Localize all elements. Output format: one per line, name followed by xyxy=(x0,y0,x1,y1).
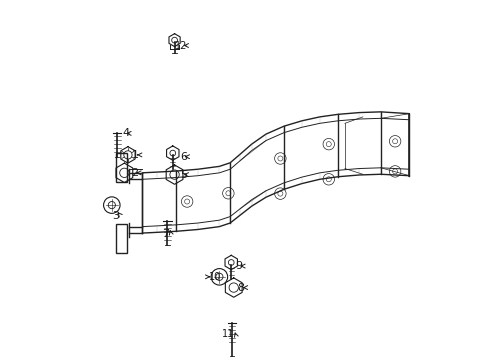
Text: 5: 5 xyxy=(180,170,187,180)
Text: 10: 10 xyxy=(208,272,221,282)
Text: 1: 1 xyxy=(131,150,139,160)
Text: 12: 12 xyxy=(174,41,187,50)
Text: 4: 4 xyxy=(122,129,129,138)
Text: 7: 7 xyxy=(162,229,169,239)
Text: 9: 9 xyxy=(235,261,242,271)
Text: 2: 2 xyxy=(131,168,139,178)
Text: 6: 6 xyxy=(180,152,187,162)
Text: 8: 8 xyxy=(237,283,244,293)
Text: 11: 11 xyxy=(221,329,233,339)
Text: 3: 3 xyxy=(112,211,119,221)
